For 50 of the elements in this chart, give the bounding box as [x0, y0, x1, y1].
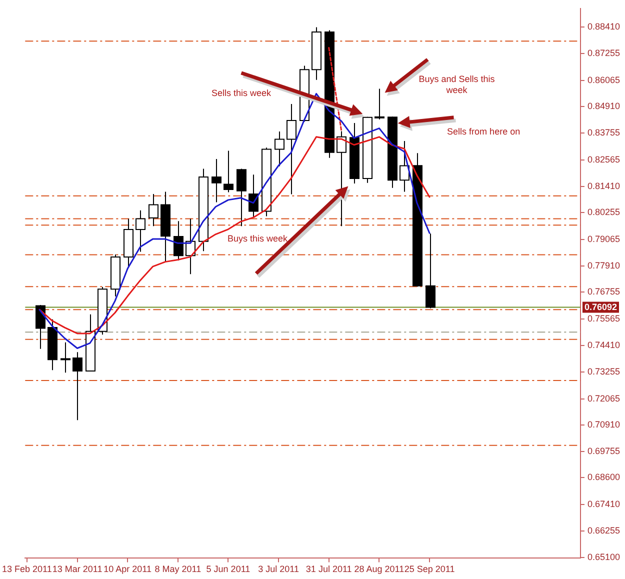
- y-tick-label: 0.65100: [587, 552, 620, 562]
- y-tick-label: 0.77910: [587, 260, 620, 270]
- y-tick-label: 0.74410: [587, 340, 620, 350]
- x-tick-label: 13 Mar 2011: [52, 564, 102, 574]
- candlestick: [374, 88, 384, 120]
- y-tick-label: 0.88410: [587, 22, 620, 32]
- y-tick-label: 0.67410: [587, 499, 620, 510]
- x-tick-label: 13 Feb 2011: [2, 564, 52, 574]
- x-tick-label: 25 Sep 2011: [404, 564, 455, 574]
- candlestick: [148, 194, 158, 227]
- candlestick: [136, 210, 146, 252]
- x-tick-label: 3 Jul 2011: [258, 564, 299, 574]
- y-tick-label: 0.82565: [587, 154, 620, 164]
- y-tick-label: 0.73255: [587, 366, 620, 376]
- y-tick-label: 0.66255: [587, 526, 620, 536]
- y-tick-label: 0.83755: [587, 127, 620, 138]
- candlestick: [36, 304, 46, 350]
- y-tick-label: 0.84910: [587, 101, 620, 112]
- annotation: Sells from here on: [447, 126, 520, 137]
- x-tick-label: 10 Apr 2011: [104, 564, 152, 574]
- y-tick-label: 0.70910: [587, 420, 620, 430]
- x-tick-label: 28 Aug 2011: [354, 564, 404, 574]
- y-tick-label: 0.76755: [587, 286, 620, 297]
- candlestick: [212, 158, 222, 203]
- y-tick-label: 0.75565: [587, 314, 620, 324]
- x-tick-label: 31 Jul 2011: [306, 564, 352, 574]
- y-tick-label: 0.72065: [587, 393, 620, 404]
- candlestick: [400, 140, 410, 192]
- candlestick: [274, 130, 284, 167]
- candlestick: [236, 168, 246, 227]
- annotation: Sells this week: [212, 88, 272, 98]
- annotation: Buys and Sells this week: [418, 74, 496, 95]
- y-tick-label: 0.80255: [587, 207, 620, 218]
- y-tick-label: 0.79065: [587, 234, 620, 244]
- annotation: Buys this week: [228, 234, 288, 244]
- y-tick-label: 0.86065: [587, 74, 620, 85]
- candlestick: [426, 233, 436, 309]
- ref-line-label: 0.76092: [584, 302, 618, 312]
- x-tick-label: 8 May 2011: [154, 564, 202, 574]
- candlestick: [248, 174, 258, 218]
- y-tick-label: 0.87255: [587, 48, 620, 58]
- x-tick-label: 5 Jun 2011: [206, 564, 250, 574]
- candlestick: [60, 342, 70, 374]
- candlestick: [72, 352, 82, 421]
- candlestick: [286, 103, 296, 195]
- candlestick: [174, 220, 184, 261]
- y-tick-label: 0.69755: [587, 446, 620, 456]
- y-tick-label: 0.81410: [587, 180, 620, 191]
- candlestick: [224, 150, 234, 193]
- y-tick-label: 0.68600: [587, 472, 620, 482]
